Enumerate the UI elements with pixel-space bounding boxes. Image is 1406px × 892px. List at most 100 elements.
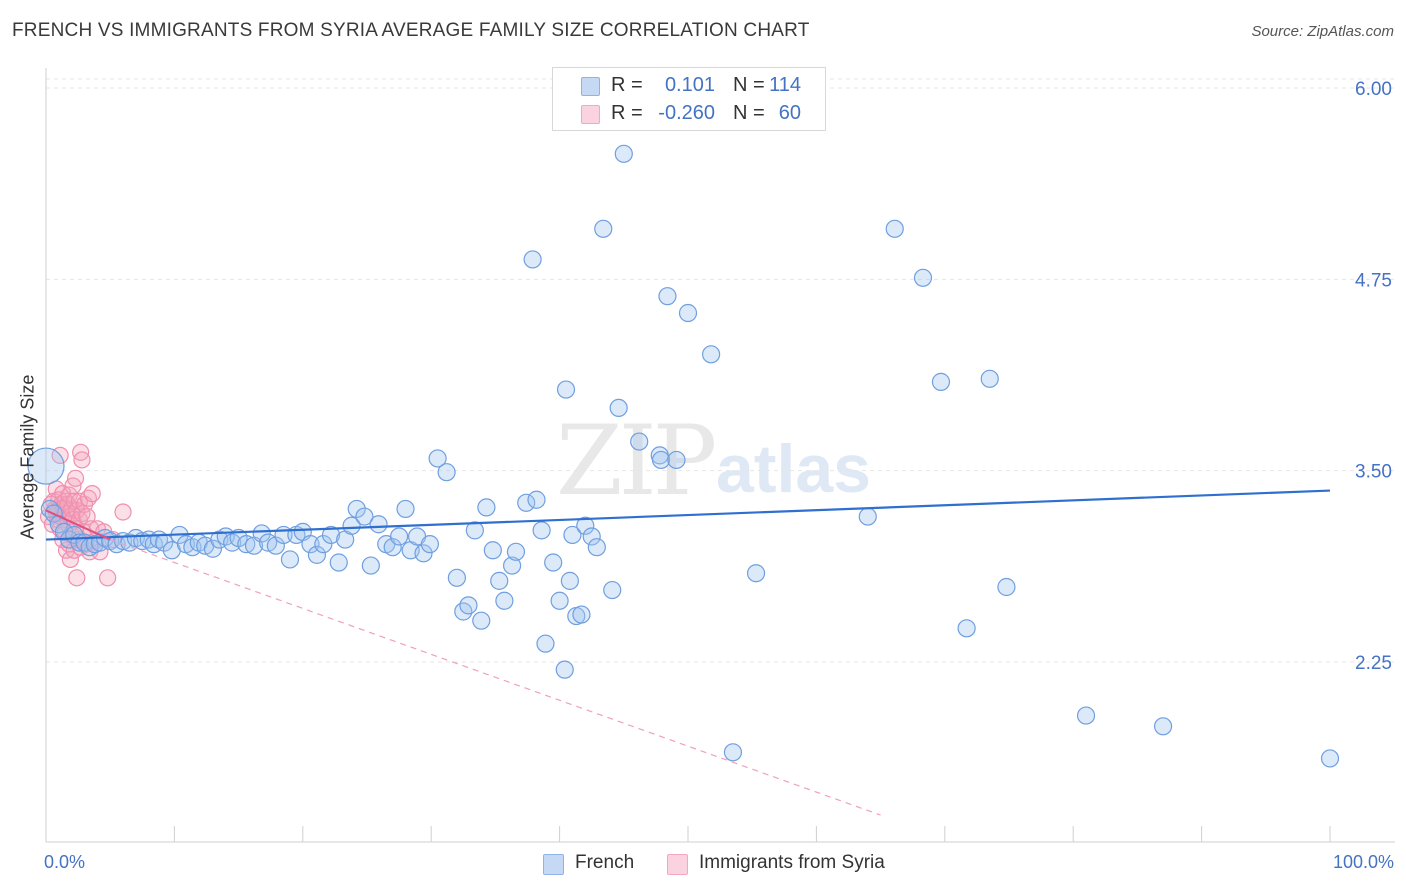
french-point	[630, 432, 649, 451]
french-point	[885, 219, 904, 238]
y-axis-title: Average Family Size	[17, 374, 38, 540]
french-point	[361, 556, 380, 575]
french-point	[603, 580, 622, 600]
french-point	[223, 533, 242, 552]
french-point	[913, 268, 933, 287]
french-point	[1320, 749, 1340, 768]
gridlines	[46, 78, 1395, 663]
french-point	[301, 535, 320, 554]
x-axis-min-label: 0.0%	[44, 852, 86, 872]
french-point	[459, 596, 478, 615]
french-point	[980, 369, 999, 388]
french-point	[307, 545, 327, 564]
legend-row-syria: R = -0.260 N = 60	[553, 100, 825, 128]
french-point	[517, 493, 536, 512]
french-point	[651, 450, 671, 470]
n-label: N =	[733, 74, 765, 96]
y-tick-label: 4.75	[1355, 270, 1392, 291]
french-point	[472, 611, 491, 630]
syria-point	[83, 485, 101, 503]
syria-point	[68, 569, 86, 587]
french-point	[658, 287, 677, 306]
french-point	[582, 527, 601, 546]
y-tick-label: 3.50	[1355, 462, 1392, 483]
y-tick-labels: 2.25 3.50 4.75 6.00	[1355, 79, 1392, 674]
chart-source: Source: ZipAtlas.com	[1251, 23, 1394, 40]
french-point	[550, 591, 569, 610]
syria-trend-extension	[109, 538, 881, 816]
french-point	[383, 538, 402, 557]
french-point	[563, 525, 582, 545]
french-point	[420, 535, 440, 554]
french-point	[556, 380, 576, 399]
french-point	[355, 507, 374, 526]
chart-title: FRENCH VS IMMIGRANTS FROM SYRIA AVERAGE …	[12, 20, 810, 41]
french-point	[495, 591, 514, 610]
y-tick-label: 2.25	[1355, 653, 1392, 674]
french-point	[390, 527, 409, 546]
french-point	[477, 498, 496, 517]
x-axis-max-label: 100.0%	[1332, 852, 1394, 872]
french-point	[437, 463, 456, 482]
french-point	[527, 490, 546, 509]
french-point	[252, 524, 271, 543]
french-point	[702, 345, 721, 364]
axes	[45, 68, 1395, 843]
n-value: 114	[769, 74, 801, 96]
syria-point	[73, 451, 91, 469]
french-point	[1076, 706, 1096, 725]
syria-swatch	[581, 105, 600, 124]
syria-point	[114, 503, 132, 521]
french-point	[576, 516, 595, 535]
french-point	[342, 516, 361, 535]
french-point	[1153, 717, 1173, 736]
syria-swatch	[667, 854, 688, 875]
legend-row-french: R = 0.101 N = 114	[553, 72, 825, 100]
french-point	[594, 219, 613, 238]
french-point	[27, 447, 65, 485]
french-points	[27, 144, 1340, 768]
french-point	[465, 521, 484, 540]
syria-point	[66, 469, 85, 487]
french-point	[490, 571, 509, 590]
correlation-legend: R = 0.101 N = 114 R = -0.260 N = 60	[552, 67, 826, 131]
french-point	[280, 550, 300, 569]
french-point	[931, 372, 951, 391]
french-point	[609, 398, 628, 418]
french-point	[321, 525, 341, 545]
french-point	[329, 553, 348, 572]
series-legend: French Immigrants from Syria	[0, 852, 1406, 878]
french-point	[523, 250, 542, 269]
french-point	[347, 499, 366, 519]
french-point	[544, 553, 563, 572]
n-label: N =	[733, 102, 765, 124]
french-point	[536, 634, 555, 653]
french-point	[447, 568, 466, 587]
french-trend-line	[45, 489, 1331, 541]
french-swatch	[543, 854, 564, 875]
french-point	[396, 499, 415, 519]
french-point	[678, 303, 698, 323]
french-point	[502, 556, 522, 575]
french-point	[997, 577, 1016, 597]
watermark-atlas: atlas	[716, 431, 871, 507]
french-point	[614, 144, 633, 163]
french-point	[428, 449, 447, 468]
french-point	[667, 450, 686, 470]
french-point	[560, 571, 579, 590]
french-point	[723, 743, 743, 762]
french-point	[572, 605, 591, 624]
r-value: 0.101	[664, 74, 715, 96]
french-point	[203, 539, 223, 558]
french-point	[555, 660, 574, 679]
french-swatch	[581, 77, 600, 96]
french-point	[314, 535, 333, 554]
french-point	[414, 544, 433, 563]
r-label: R =	[611, 102, 643, 124]
french-point	[858, 507, 877, 526]
legend-label: Immigrants from Syria	[699, 852, 885, 873]
french-point	[483, 541, 502, 560]
french-point	[746, 564, 766, 583]
french-point	[957, 619, 976, 638]
